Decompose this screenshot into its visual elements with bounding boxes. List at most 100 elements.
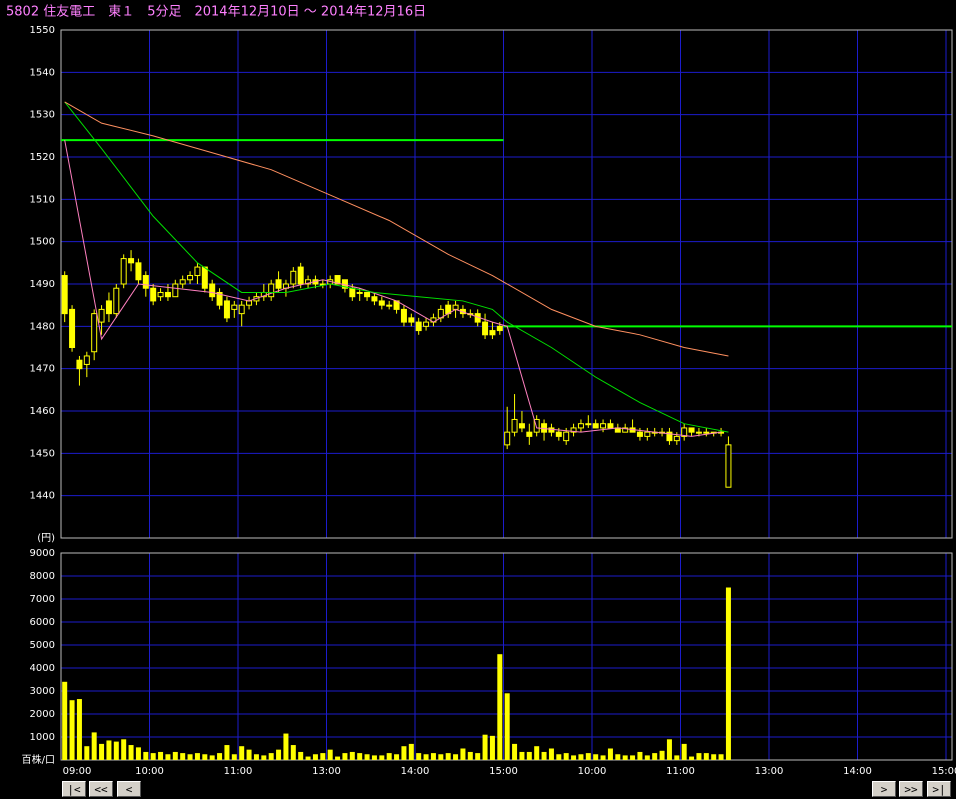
volume-bar [379, 755, 385, 760]
candle-body [61, 275, 68, 315]
volume-bar [209, 755, 215, 760]
volume-bar [268, 753, 274, 760]
y-tick-label: 9000 [30, 548, 55, 559]
x-tick-label: 10:00 [135, 766, 164, 777]
volume-bar [135, 747, 141, 760]
volume-bar [224, 745, 230, 760]
nav-button[interactable]: |< [62, 781, 86, 797]
candle-body [371, 296, 378, 302]
y-tick-label: 2000 [30, 709, 55, 720]
y-tick-label: 1530 [30, 110, 55, 121]
chart-title: 5802 住友電工 東１ 5分足 2014年12月10日 ～ 2014年12月1… [6, 4, 426, 20]
volume-bar [475, 753, 481, 760]
y-tick-label: 1000 [30, 732, 55, 743]
x-tick-label: 11:00 [666, 766, 695, 777]
volume-bar [253, 754, 259, 760]
nav-button[interactable]: < [117, 781, 141, 797]
x-tick-label: 14:00 [401, 766, 430, 777]
volume-bar [423, 754, 429, 760]
volume-bar [593, 754, 599, 760]
y-tick-label: 1500 [30, 237, 55, 248]
volume-bar [276, 749, 282, 760]
volume-bar [467, 751, 473, 760]
volume-bar [607, 748, 613, 760]
candle-body [356, 291, 363, 294]
volume-bar [703, 753, 709, 760]
candle-body [555, 431, 562, 437]
candle-body [187, 275, 194, 281]
candle-body [408, 317, 415, 323]
volume-bar [541, 751, 547, 760]
volume-bar [725, 587, 731, 760]
candle-body [423, 321, 430, 327]
nav-button[interactable]: >| [927, 781, 951, 797]
volume-bar [696, 753, 702, 760]
volume-bar [172, 751, 178, 760]
candle-body [570, 427, 577, 433]
y-tick-label: 4000 [30, 663, 55, 674]
candle-body [120, 258, 127, 285]
y-tick-label: 3000 [30, 686, 55, 697]
candle-body [563, 431, 570, 442]
moving-average-line [64, 101, 729, 357]
volume-bar [62, 681, 68, 760]
candle-body [577, 423, 584, 429]
volume-bar [239, 746, 245, 760]
y-tick-label: 1450 [30, 448, 55, 459]
candle-body [673, 435, 680, 442]
x-tick-label: 10:00 [578, 766, 607, 777]
candle-body [415, 321, 422, 332]
candle-body [541, 423, 548, 433]
x-tick-label: 13:00 [755, 766, 784, 777]
candle-body [164, 291, 171, 298]
volume-bar [622, 755, 628, 760]
candle-body [607, 423, 614, 429]
volume-bar [128, 745, 134, 760]
y-tick-label: 1460 [30, 406, 55, 417]
volume-bar [202, 754, 208, 760]
volume-bar [290, 745, 296, 760]
candle-body [238, 304, 245, 315]
candle-body [548, 427, 555, 433]
volume-bar [320, 753, 326, 760]
candle-body [600, 423, 607, 429]
candle-body [209, 283, 216, 298]
volume-bar [585, 753, 591, 760]
volume-bar [674, 755, 680, 760]
volume-bar [76, 699, 82, 760]
candle-body [76, 359, 83, 370]
volume-bar [180, 753, 186, 760]
volume-bar [571, 755, 577, 760]
candle-body [135, 262, 142, 281]
candle-body [622, 427, 629, 433]
panel-frame [60, 29, 953, 539]
y-tick-label: 6000 [30, 617, 55, 628]
y-tick-label: 1440 [30, 491, 55, 502]
volume-bar [349, 751, 355, 760]
nav-button[interactable]: >> [899, 781, 923, 797]
y-tick-label: 1470 [30, 364, 55, 375]
volume-bar [563, 753, 569, 760]
candle-body [142, 275, 149, 289]
nav-button[interactable]: << [89, 781, 113, 797]
candle-body [482, 321, 489, 336]
candle-body [223, 300, 230, 319]
volume-bar [416, 753, 422, 760]
volume-bar [305, 756, 311, 760]
candle-body [585, 423, 592, 426]
volume-bar [187, 754, 193, 760]
volume-bar [69, 700, 75, 760]
volume-bar [298, 751, 304, 760]
candle-body [246, 300, 253, 306]
candle-body [688, 427, 695, 433]
y-tick-label: 5000 [30, 640, 55, 651]
volume-bar [578, 754, 584, 760]
volume-bar [371, 755, 377, 760]
y-tick-label: 1480 [30, 321, 55, 332]
volume-bar [534, 746, 540, 760]
volume-bar [711, 754, 717, 760]
volume-bar [165, 754, 171, 760]
candle-body [150, 287, 157, 302]
volume-bar [143, 751, 149, 760]
nav-button[interactable]: > [872, 781, 896, 797]
